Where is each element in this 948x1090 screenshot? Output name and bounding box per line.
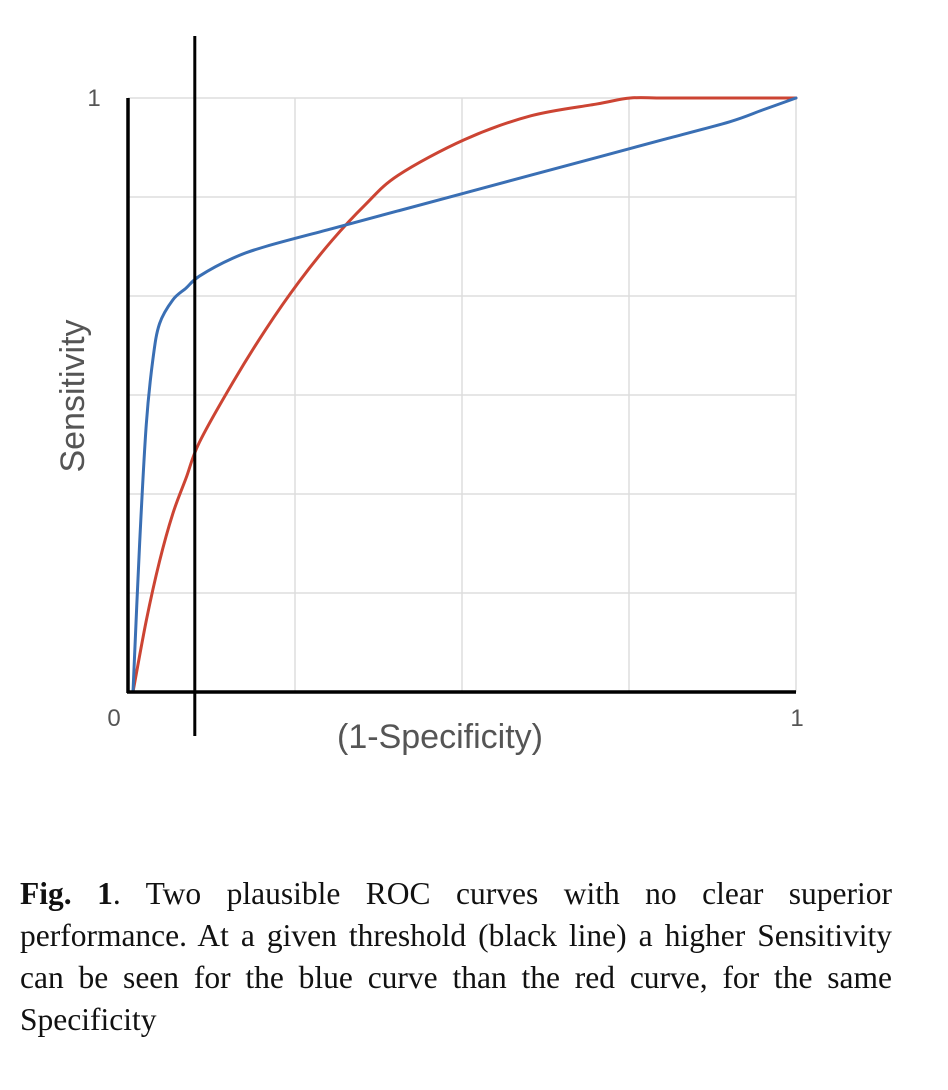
grid-lines xyxy=(128,97,797,692)
tick-labels: 0 1 1 xyxy=(87,85,803,732)
figure-caption: Fig. 1. Two plausible ROC curves with no… xyxy=(20,873,892,1041)
axes xyxy=(126,36,796,736)
y-axis-label: Sensitivity xyxy=(54,319,92,472)
figure-caption-label: Fig. 1 xyxy=(20,876,113,911)
x-tick-label-0: 0 xyxy=(107,705,120,732)
y-tick-label-0: 1 xyxy=(87,85,100,112)
x-tick-label-1: 1 xyxy=(790,705,803,732)
series-layer xyxy=(131,96,798,694)
roc-chart: 0 1 1 (1-Specificity) Sensitivity xyxy=(54,36,804,756)
figure-caption-text: . Two plausible ROC curves with no clear… xyxy=(20,876,892,1037)
red-roc-curve xyxy=(131,96,798,694)
x-axis-label: (1-Specificity) xyxy=(337,718,543,756)
blue-roc-curve xyxy=(131,96,798,694)
